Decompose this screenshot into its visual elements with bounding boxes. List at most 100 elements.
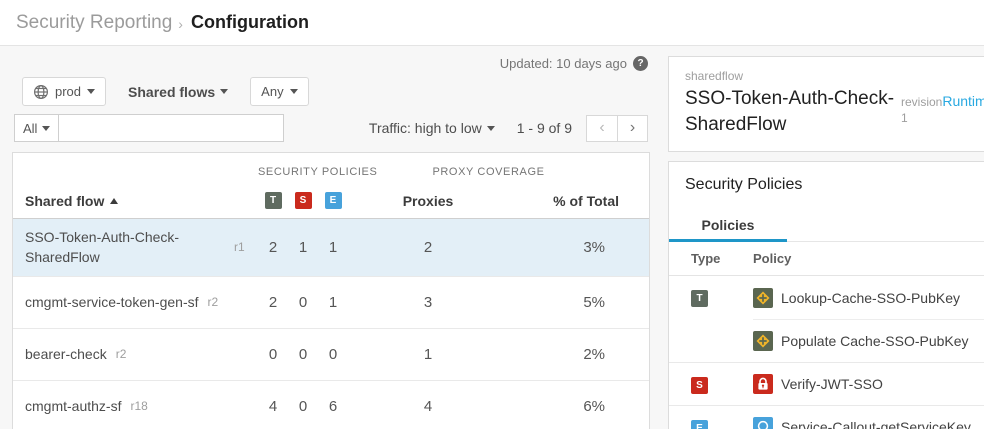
security-policies-group-header: SECURITY POLICIES [258,166,378,178]
e-count: 1 [328,238,338,256]
entity-type-dropdown[interactable]: Shared flows [128,84,229,100]
traffic-mgmt-badge: T [691,290,708,308]
filter-bar: prod Shared flows Any [22,77,650,106]
updated-row: Updated: 10 days ago ? [12,56,650,71]
shared-flow-name: SSO-Token-Auth-Check-SharedFlow [25,229,180,266]
policy-row[interactable]: S Verify-JWT-SSO [669,363,984,407]
e-count: 0 [328,345,338,363]
runtime-link[interactable]: Runtime [942,93,984,109]
chevron-down-icon [42,125,51,131]
pct-of-total-column-header: % of Total [553,192,619,209]
search-input[interactable] [59,114,285,142]
search-scope-dropdown[interactable]: All [14,114,60,142]
environment-dropdown[interactable]: prod [22,77,107,106]
proxies-count: 3 [423,293,433,311]
revision-tag: r1 [234,240,245,255]
proxies-column-header: Proxies [402,192,454,209]
pagination-range: 1 - 9 of 9 [516,120,572,136]
breadcrumb-separator: › [178,15,183,32]
t-count: 2 [268,238,278,256]
policy-name: Verify-JWT-SSO [781,376,883,393]
traffic-sort-dropdown[interactable]: Traffic: high to low [369,120,495,136]
traffic-sort-value: Traffic: high to low [368,120,482,136]
content-area: Updated: 10 days ago ? prod Shar [0,46,984,429]
e-count: 6 [328,397,338,415]
extension-badge: E [691,419,708,429]
detail-panel: sharedflow SSO-Token-Auth-Check-SharedFl… [668,56,984,429]
table-row[interactable]: SSO-Token-Auth-Check-SharedFlow r1 2 1 1… [13,219,649,277]
search-and-sort-bar: All Traffic: high to low 1 - 9 of 9 ‹ › [14,114,650,142]
policy-row[interactable]: Populate Cache-SSO-PubKey [669,320,984,364]
revision-tag: r2 [115,347,127,362]
e-count: 1 [328,293,338,311]
sort-pagination-group: Traffic: high to low 1 - 9 of 9 ‹ › [369,114,650,142]
policy-sub-divider [753,319,984,321]
chevron-down-icon [87,89,96,94]
shared-flow-column-label: Shared flow [25,192,105,209]
revision-block: revision Runtime 1 [901,69,984,137]
page-title: Configuration [190,12,309,32]
s-count: 0 [298,345,308,363]
pct-of-total: 2% [583,345,605,363]
help-icon[interactable]: ? [633,56,648,71]
lock-icon [753,374,773,395]
chevron-down-icon [486,125,495,131]
pct-of-total: 5% [583,293,605,311]
proxies-count: 4 [423,397,433,415]
shared-flow-column-header[interactable]: Shared flow [13,193,258,209]
tab-bar: Policies [669,210,984,243]
previous-page-button[interactable]: ‹ [586,114,617,142]
tab-policies[interactable]: Policies [669,210,787,243]
security-policies-heading: Security Policies [685,176,803,194]
pct-of-total: 6% [583,397,605,415]
entity-kind-label: sharedflow [685,69,744,83]
security-badge: S [691,376,708,394]
any-filter-value: Any [261,84,284,99]
policy-column-header: Policy [753,251,792,267]
policies-table-header: Type Policy [669,242,984,277]
proxies-count: 1 [423,345,433,363]
table-row[interactable]: bearer-check r2 0 0 0 1 2% [13,329,649,381]
detail-title-block: sharedflow SSO-Token-Auth-Check-SharedFl… [685,69,897,137]
t-count: 0 [268,345,278,363]
next-page-button[interactable]: › [617,114,648,142]
cache-icon [753,331,773,352]
updated-timestamp: Updated: 10 days ago [499,56,627,71]
any-filter-dropdown[interactable]: Any [250,77,309,106]
environment-value: prod [55,84,82,99]
detail-title: SSO-Token-Auth-Check-SharedFlow [685,88,895,135]
policy-row[interactable]: T Lookup-Cache-SSO-PubKey [669,276,984,319]
s-count: 0 [298,293,308,311]
table-column-header: Shared flow T S E Proxies % of Total [13,183,649,219]
shared-flow-name: cmgmt-authz-sf [25,397,122,414]
revision-tag: r18 [130,399,148,414]
proxy-coverage-group-header: PROXY COVERAGE [432,166,545,178]
traffic-mgmt-badge: T [264,192,282,209]
service-callout-icon [753,417,773,429]
t-count: 4 [268,397,278,415]
table-row[interactable]: cmgmt-service-token-gen-sf r2 2 0 1 3 5% [13,277,649,329]
policy-row[interactable]: E Service-Callout-getServiceKey [669,406,984,429]
chevron-down-icon [220,89,229,94]
t-count: 2 [268,293,278,311]
policy-name: Service-Callout-getServiceKey [781,419,971,429]
shared-flows-panel: Updated: 10 days ago ? prod Shar [12,56,650,429]
type-column-header: Type [691,251,721,267]
breadcrumb-parent-link[interactable]: Security Reporting [16,11,173,33]
proxies-count: 2 [423,238,433,256]
breadcrumb: Security Reporting › Configuration [0,0,984,46]
extension-badge: E [324,192,342,209]
shared-flow-name: cmgmt-service-token-gen-sf [25,293,199,310]
search-scope-value: All [23,120,38,136]
security-badge: S [294,192,312,209]
sort-ascending-icon [110,197,119,204]
globe-icon [34,84,48,99]
table-row[interactable]: cmgmt-authz-sf r18 4 0 6 4 6% [13,381,649,429]
security-policies-card: Security Policies Policies Type Policy T [668,161,984,429]
pagination-controls: ‹ › [586,114,648,142]
revision-tag: r2 [207,295,219,310]
table-group-header: SECURITY POLICIES PROXY COVERAGE [13,153,649,183]
revision-value: 1 [901,111,908,125]
revision-label: revision [901,95,943,109]
